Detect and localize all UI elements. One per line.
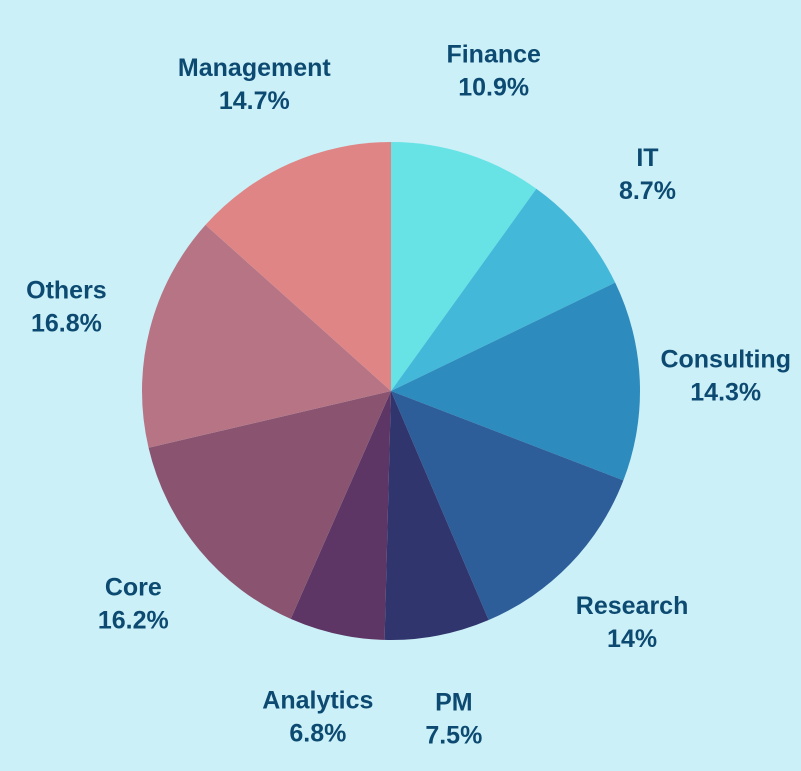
pie-slice bbox=[391, 391, 624, 621]
pie-slice bbox=[142, 224, 391, 448]
pie-slice bbox=[205, 142, 391, 391]
pie-slice bbox=[391, 188, 616, 391]
slice-label: PM bbox=[435, 689, 473, 717]
pie-slice bbox=[148, 391, 391, 619]
slice-label: Others bbox=[26, 277, 107, 305]
slice-label: Consulting bbox=[660, 346, 791, 374]
slice-value-label: 10.9% bbox=[458, 74, 529, 102]
slice-label: Analytics bbox=[262, 687, 373, 715]
pie-slice bbox=[290, 391, 391, 640]
slice-value-label: 14.7% bbox=[219, 87, 290, 115]
pie-slice bbox=[391, 282, 640, 481]
slice-value-label: 8.7% bbox=[619, 177, 676, 205]
pie-slice bbox=[391, 142, 537, 391]
slice-label: Core bbox=[105, 574, 162, 602]
slice-value-label: 6.8% bbox=[289, 720, 346, 748]
slice-label: Finance bbox=[446, 41, 541, 69]
slice-value-label: 16.2% bbox=[98, 607, 169, 635]
slice-value-label: 14.3% bbox=[690, 379, 761, 407]
slice-label: Management bbox=[178, 54, 331, 82]
slice-value-label: 16.8% bbox=[31, 310, 102, 338]
pie-slice bbox=[384, 391, 489, 640]
slice-value-label: 7.5% bbox=[425, 722, 482, 750]
slice-value-label: 14% bbox=[607, 625, 657, 653]
slice-label: Research bbox=[576, 592, 689, 620]
slice-label: IT bbox=[636, 144, 658, 172]
